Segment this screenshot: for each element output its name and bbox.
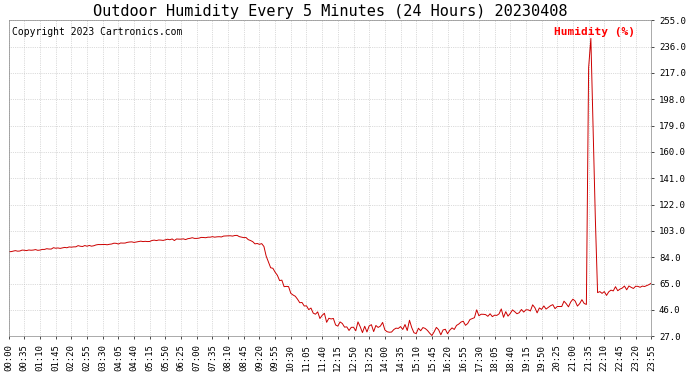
Text: Copyright 2023 Cartronics.com: Copyright 2023 Cartronics.com (12, 27, 182, 37)
Text: Humidity (%): Humidity (%) (554, 27, 635, 37)
Title: Outdoor Humidity Every 5 Minutes (24 Hours) 20230408: Outdoor Humidity Every 5 Minutes (24 Hou… (92, 4, 567, 19)
